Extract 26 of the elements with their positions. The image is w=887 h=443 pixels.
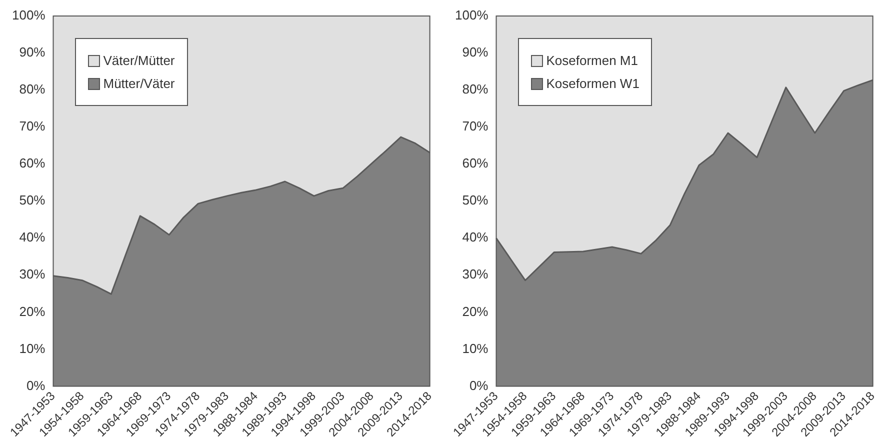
y-tick-label: 70%: [19, 118, 46, 134]
y-tick-label: 100%: [12, 8, 46, 23]
y-tick-label: 60%: [19, 156, 46, 171]
y-tick-label: 10%: [462, 340, 489, 356]
y-tick-label: 50%: [462, 192, 489, 208]
legend-label: Koseformen W1: [546, 76, 640, 91]
y-tick-label: 10%: [19, 340, 46, 356]
legend-label: Mütter/Väter: [103, 76, 175, 91]
y-tick-label: 30%: [19, 266, 46, 282]
y-tick-label: 50%: [19, 192, 46, 208]
y-tick-label: 40%: [462, 230, 489, 245]
legend-label: Koseformen M1: [546, 53, 638, 68]
legend-label: Väter/Mütter: [103, 53, 175, 68]
y-tick-label: 30%: [462, 266, 489, 282]
y-tick-label: 80%: [19, 82, 46, 97]
y-tick-label: 0%: [26, 378, 46, 393]
y-tick-label: 40%: [19, 230, 46, 245]
y-tick-label: 70%: [462, 118, 489, 134]
y-tick-label: 90%: [462, 44, 489, 60]
y-tick-label: 20%: [462, 304, 489, 319]
y-tick-label: 90%: [19, 44, 46, 60]
y-tick-label: 60%: [462, 156, 489, 171]
y-tick-label: 100%: [455, 8, 489, 23]
y-tick-label: 20%: [19, 304, 46, 319]
y-tick-label: 80%: [462, 82, 489, 97]
y-tick-label: 0%: [469, 378, 489, 393]
